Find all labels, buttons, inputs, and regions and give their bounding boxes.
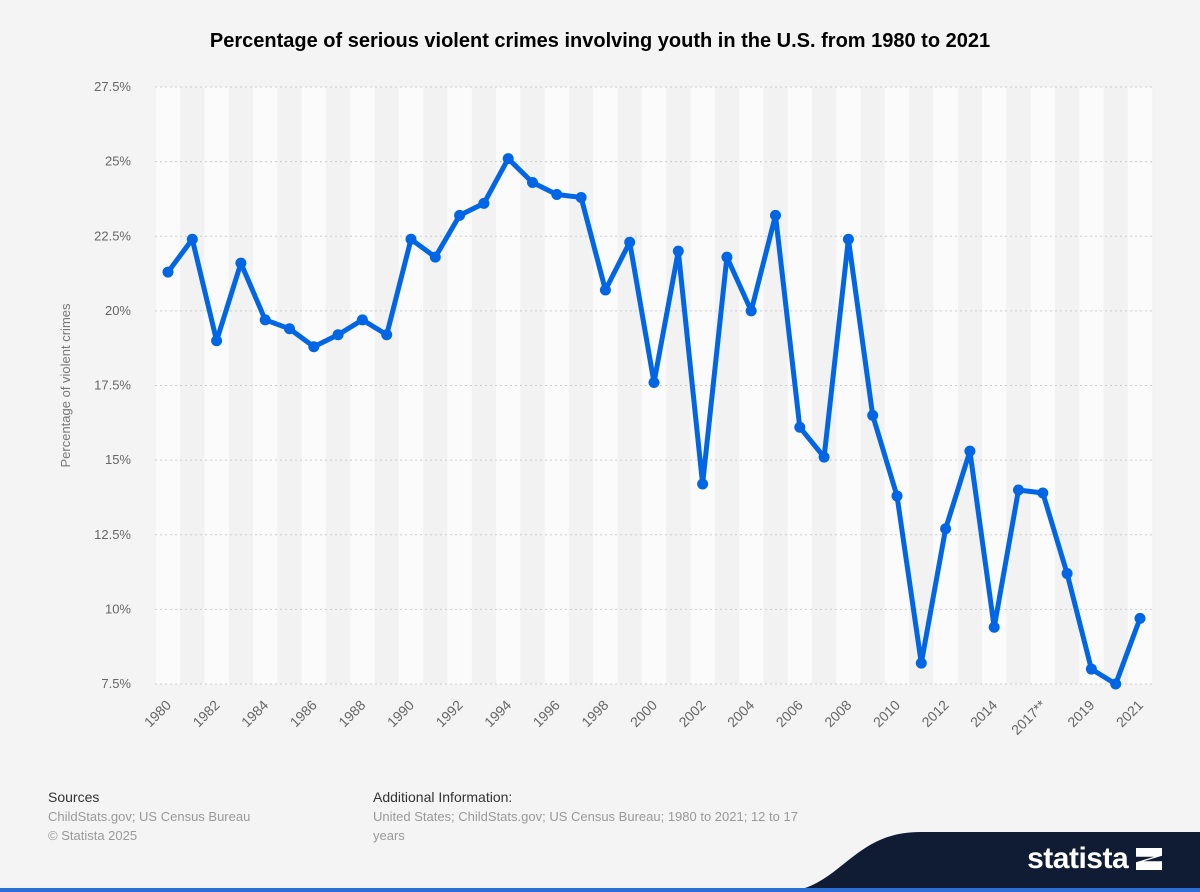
y-tick-label: 17.5%	[94, 378, 131, 393]
data-point	[891, 490, 903, 502]
y-tick-label: 25%	[105, 154, 131, 169]
chart-title: Percentage of serious violent crimes inv…	[209, 30, 991, 52]
data-point	[308, 341, 320, 353]
data-point	[1061, 568, 1073, 580]
data-point	[697, 478, 709, 490]
data-point	[1085, 663, 1097, 675]
data-point	[527, 177, 538, 189]
y-tick-label: 22.5%	[94, 228, 131, 243]
y-tick-label: 10%	[105, 601, 131, 616]
statista-logo-icon	[1136, 848, 1162, 870]
x-tick-label: 1984	[238, 697, 271, 730]
data-point	[964, 445, 976, 457]
additional-text: United States; ChildStats.gov; US Census…	[373, 809, 798, 843]
data-point	[745, 305, 757, 317]
data-point	[284, 323, 295, 335]
data-point	[842, 233, 854, 245]
data-point	[915, 657, 927, 669]
data-point	[1134, 612, 1146, 624]
data-point	[672, 245, 684, 257]
data-point	[356, 314, 368, 326]
sources-text[interactable]: ChildStats.gov; US Census Bureau	[48, 809, 251, 824]
x-tick-label: 2017**	[1008, 696, 1049, 737]
data-point	[794, 421, 806, 433]
y-tick-label: 20%	[105, 303, 131, 318]
data-point	[1110, 678, 1122, 690]
y-tick-label: 12.5%	[94, 527, 131, 542]
data-point	[1013, 484, 1024, 496]
x-tick-label: 1998	[578, 697, 611, 730]
x-tick-label: 1994	[481, 697, 514, 730]
additional-heading: Additional Information:	[373, 789, 513, 805]
x-tick-label: 2004	[724, 697, 757, 730]
data-point	[551, 188, 563, 200]
x-tick-label: 1980	[141, 697, 174, 730]
x-tick-label: 2008	[821, 697, 854, 730]
data-point	[454, 209, 466, 221]
sources-heading: Sources	[48, 789, 100, 805]
data-point	[502, 153, 514, 165]
data-point	[988, 621, 1000, 633]
y-tick-label: 15%	[105, 452, 131, 467]
x-tick-label: 2000	[627, 697, 660, 730]
data-point	[211, 335, 223, 347]
y-axis-label: Percentage of violent crimes	[58, 303, 73, 468]
data-point	[381, 329, 393, 341]
x-tick-label: 2021	[1113, 697, 1146, 730]
x-tick-label: 2012	[918, 697, 951, 730]
x-tick-label: 2014	[967, 697, 1000, 730]
x-tick-label: 2006	[773, 697, 806, 730]
additional-info-block: Additional Information: United States; C…	[373, 788, 813, 845]
y-tick-label: 7.5%	[101, 676, 131, 691]
x-tick-label: 2002	[675, 697, 708, 730]
data-point	[599, 284, 611, 296]
statista-logo: statista	[1027, 842, 1162, 876]
x-tick-label: 1990	[384, 697, 417, 730]
data-point	[478, 197, 490, 209]
y-tick-label: 27.5%	[94, 79, 131, 94]
copyright: © Statista 2025	[48, 828, 138, 843]
x-tick-label: 1988	[335, 697, 368, 730]
data-point	[648, 377, 660, 389]
data-point	[721, 251, 733, 263]
x-tick-label: 1986	[287, 697, 320, 730]
x-tick-label: 2019	[1064, 697, 1097, 730]
data-point	[332, 329, 344, 341]
data-point	[867, 409, 879, 421]
data-point	[770, 209, 781, 221]
x-tick-label: 1982	[189, 697, 222, 730]
data-point	[818, 451, 830, 463]
bottom-bar	[0, 888, 1200, 892]
brand-banner	[780, 832, 1200, 892]
x-tick-label: 1992	[432, 697, 465, 730]
sources-block: Sources ChildStats.gov; US Census Bureau…	[48, 788, 250, 845]
data-point	[429, 251, 441, 263]
line-chart: 7.5% 10% 12.5% 15% 17.5% 20% 22.5% 25% 27.5% Perc…	[58, 79, 1155, 738]
data-point	[162, 266, 174, 278]
x-tick-label: 1996	[530, 697, 563, 730]
data-point	[1037, 487, 1049, 499]
data-point	[259, 314, 271, 326]
x-tick-label: 2010	[870, 697, 903, 730]
data-point	[624, 236, 636, 248]
data-point	[940, 523, 952, 535]
data-point	[235, 257, 247, 269]
data-point	[186, 233, 198, 245]
data-point	[575, 191, 587, 203]
data-point	[405, 233, 417, 245]
